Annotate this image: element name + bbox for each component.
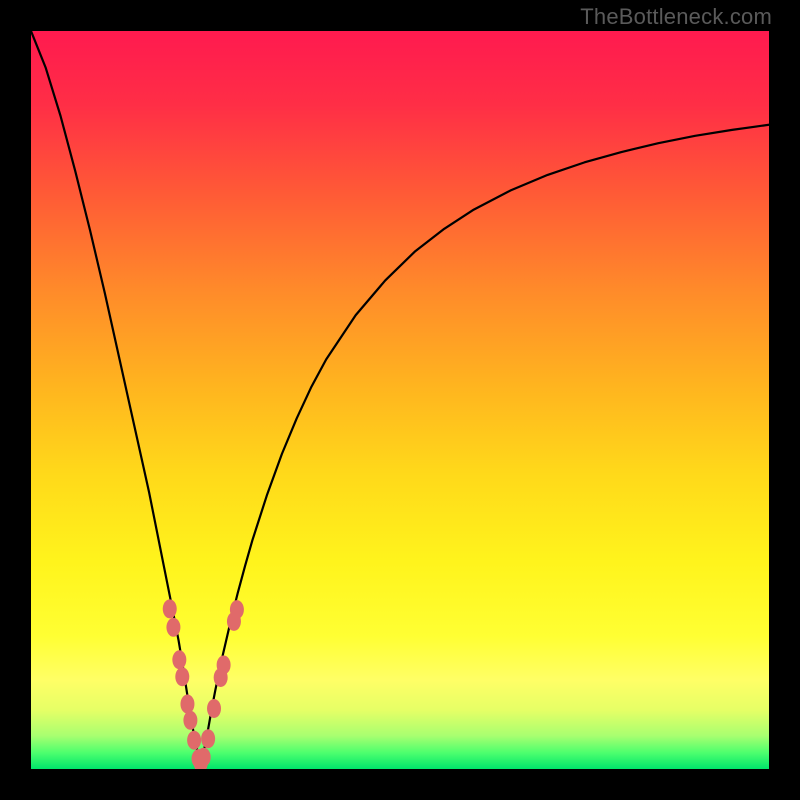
bottleneck-curve-chart (31, 31, 769, 769)
data-marker (217, 655, 231, 674)
data-marker (207, 699, 221, 718)
data-marker (197, 748, 211, 767)
data-marker (163, 599, 177, 618)
data-marker (230, 600, 244, 619)
plot-area (31, 31, 769, 769)
data-marker (201, 729, 215, 748)
chart-frame: TheBottleneck.com (0, 0, 800, 800)
data-marker (180, 695, 194, 714)
data-marker (183, 711, 197, 730)
watermark-text: TheBottleneck.com (580, 4, 772, 30)
data-marker (172, 650, 186, 669)
data-marker (166, 618, 180, 637)
data-marker (175, 667, 189, 686)
data-marker (187, 731, 201, 750)
gradient-background (31, 31, 769, 769)
